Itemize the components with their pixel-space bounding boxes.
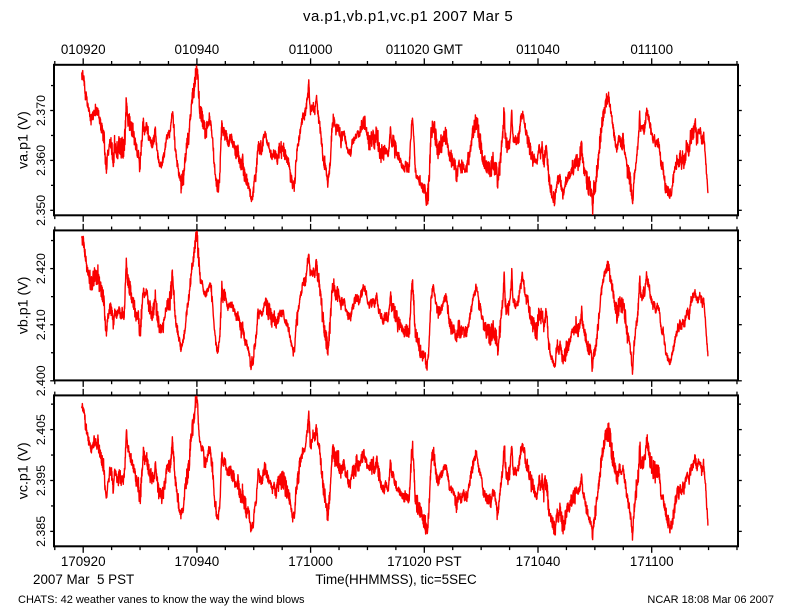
x-tick-label-top: 011000 (289, 42, 333, 57)
y-tick-label: 2.400 (34, 365, 48, 396)
date-timezone-label: 2007 Mar 5 PST (33, 572, 135, 587)
x-tick-label-top: 010940 (175, 42, 220, 57)
y-tick-label: 2.370 (34, 95, 48, 126)
y-tick-label: 2.410 (34, 309, 48, 340)
x-tick-label-bottom: 170920 (61, 554, 106, 569)
y-tick-label: 2.350 (34, 195, 48, 226)
trace-vb.p1 (81, 230, 709, 375)
plot-title: va.p1,vb.p1,vc.p1 2007 Mar 5 (303, 8, 514, 25)
y-axis-title-vc.p1: vc.p1 (V) (16, 442, 32, 499)
y-tick-label: 2.395 (34, 465, 48, 496)
trace-vc.p1 (81, 395, 709, 541)
x-tick-label-top: 011040 (516, 42, 560, 57)
x-tick-label-bottom: 171100 (630, 554, 674, 569)
trace-va.p1 (81, 65, 709, 216)
footer-timestamp: NCAR 18:08 Mar 06 2007 (647, 594, 774, 606)
x-axis-title: Time(HHMMSS), tic=5SEC (315, 572, 477, 587)
x-tick-label-bottom: 171020 PST (387, 554, 461, 569)
x-tick-label-bottom: 171000 (288, 554, 333, 569)
x-tick-label-top: 011020 GMT (386, 42, 463, 57)
x-tick-label-bottom: 171040 (516, 554, 561, 569)
x-tick-label-top: 010920 (61, 42, 106, 57)
y-tick-label: 2.360 (34, 145, 48, 176)
y-axis-title-vb.p1: vb.p1 (V) (16, 277, 32, 335)
x-tick-label-bottom: 170940 (175, 554, 220, 569)
y-tick-label: 2.385 (34, 516, 48, 547)
y-tick-label: 2.420 (34, 253, 48, 284)
y-axis-title-va.p1: va.p1 (V) (16, 111, 32, 169)
x-tick-label-top: 011100 (630, 42, 673, 57)
y-tick-label: 2.405 (34, 414, 48, 445)
footer-project-caption: CHATS: 42 weather vanes to know the way … (18, 594, 305, 606)
